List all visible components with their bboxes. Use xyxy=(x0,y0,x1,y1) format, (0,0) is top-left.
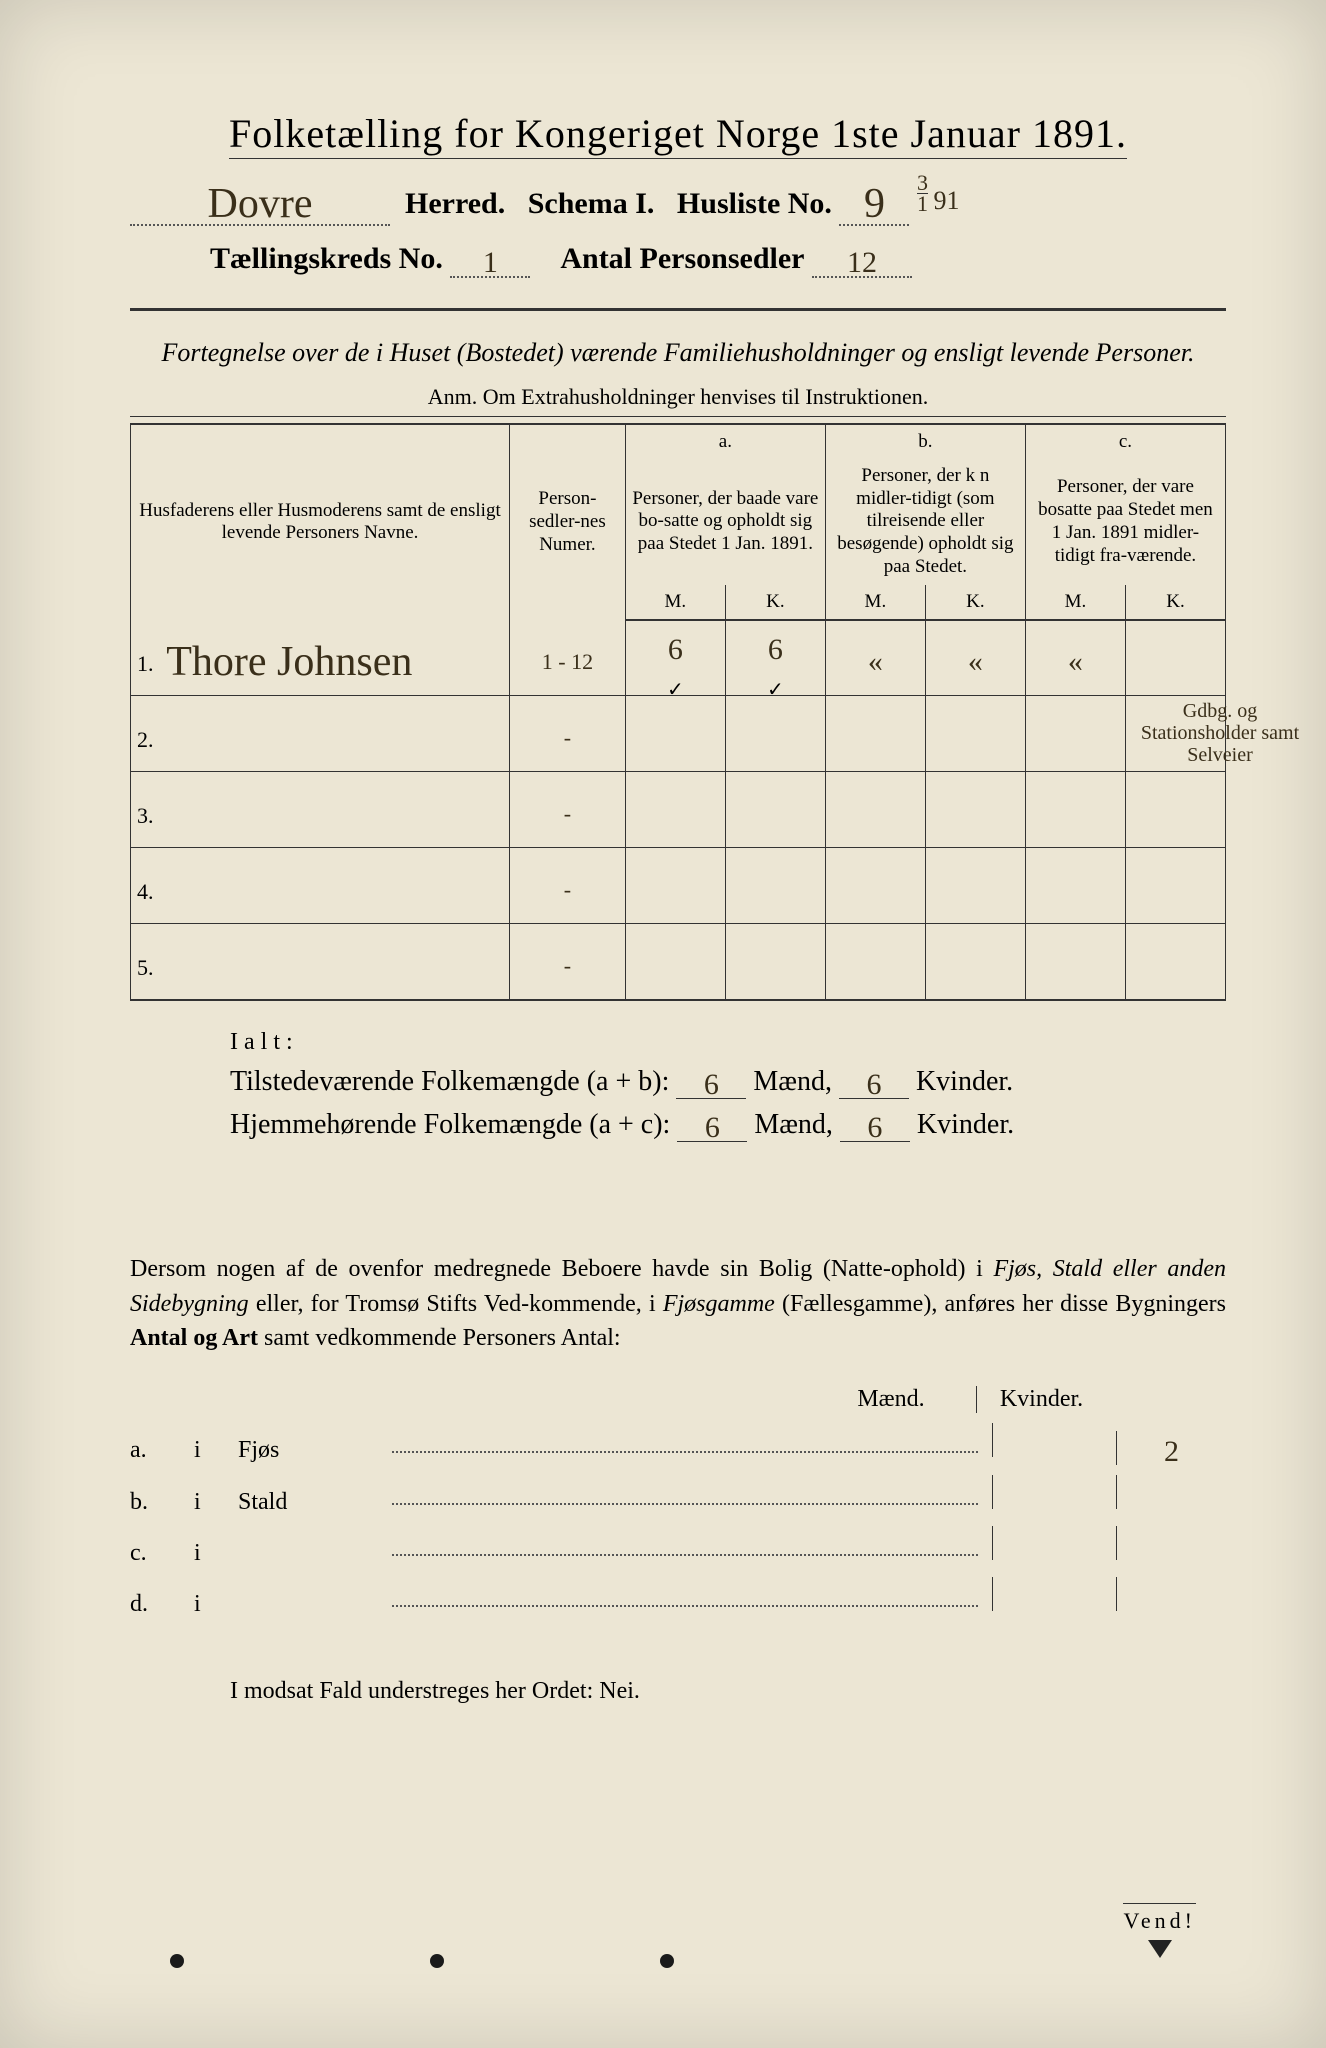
census-table: Husfaderens eller Husmoderens samt de en… xyxy=(130,423,1226,1001)
col-a-label: a. xyxy=(625,424,825,459)
margin-note: Gdbg. og Stationsholder samt Selveier xyxy=(1140,700,1300,766)
building-row: a.iFjøs2 xyxy=(130,1423,1226,1465)
col-header-num: Person-sedler-nes Numer. xyxy=(510,424,626,620)
table-row: 4. - xyxy=(131,848,1226,924)
year-suffix: 91 xyxy=(933,186,959,215)
col-header-name: Husfaderens eller Husmoderens samt de en… xyxy=(131,424,510,620)
herred-value: Dovre xyxy=(208,181,313,227)
husliste-no: 9 xyxy=(864,181,885,227)
punch-hole xyxy=(170,1954,184,1968)
page-title: Folketælling for Kongeriget Norge 1ste J… xyxy=(130,110,1226,157)
table-row: 2. - xyxy=(131,696,1226,772)
vend-label: Vend! xyxy=(1123,1903,1196,1958)
hjemme-k: 6 xyxy=(867,1111,882,1144)
col-c-text: Personer, der vare bosatte paa Stedet me… xyxy=(1025,459,1225,585)
table-row: 5. - xyxy=(131,924,1226,1000)
header-line-kreds: Tællingskreds No. 1 Antal Personsedler 1… xyxy=(130,242,1226,278)
building-row: d.i xyxy=(130,1577,1226,1618)
col-b-text: Personer, der k n midler-tidigt (som til… xyxy=(825,459,1025,585)
col-a-text: Personer, der baade vare bo-satte og oph… xyxy=(625,459,825,585)
building-paragraph: Dersom nogen af de ovenfor medregnede Be… xyxy=(130,1252,1226,1356)
kreds-no: 1 xyxy=(483,246,498,279)
col-c-label: c. xyxy=(1025,424,1225,459)
date-fraction: 31 xyxy=(917,197,934,222)
buildings-table: Mænd. Kvinder. a.iFjøs2b.iStaldc.id.i xyxy=(130,1386,1226,1618)
header-line-herred: Dovre Herred. Schema I. Husliste No. 9 3… xyxy=(130,175,1226,226)
building-row: c.i xyxy=(130,1526,1226,1567)
punch-hole xyxy=(660,1954,674,1968)
col-b-label: b. xyxy=(825,424,1025,459)
table-row: 3. - xyxy=(131,772,1226,848)
tilstede-m: 6 xyxy=(704,1068,719,1101)
totals-section: Ialt: Tilstedeværende Folkemængde (a + b… xyxy=(130,1029,1226,1142)
punch-hole xyxy=(430,1954,444,1968)
tilstede-k: 6 xyxy=(866,1068,881,1101)
modsat-line: I modsat Fald understreges her Ordet: Ne… xyxy=(130,1678,1226,1705)
census-form-page: Folketælling for Kongeriget Norge 1ste J… xyxy=(0,0,1326,2048)
form-subtitle: Fortegnelse over de i Huset (Bostedet) v… xyxy=(130,335,1226,370)
table-row: 1. Thore Johnsen1 - 126✓6✓««« xyxy=(131,620,1226,696)
form-anm: Anm. Om Extrahusholdninger henvises til … xyxy=(130,384,1226,410)
hjemme-m: 6 xyxy=(705,1111,720,1144)
building-row: b.iStald xyxy=(130,1475,1226,1516)
antal-value: 12 xyxy=(847,246,877,279)
divider xyxy=(130,308,1226,311)
